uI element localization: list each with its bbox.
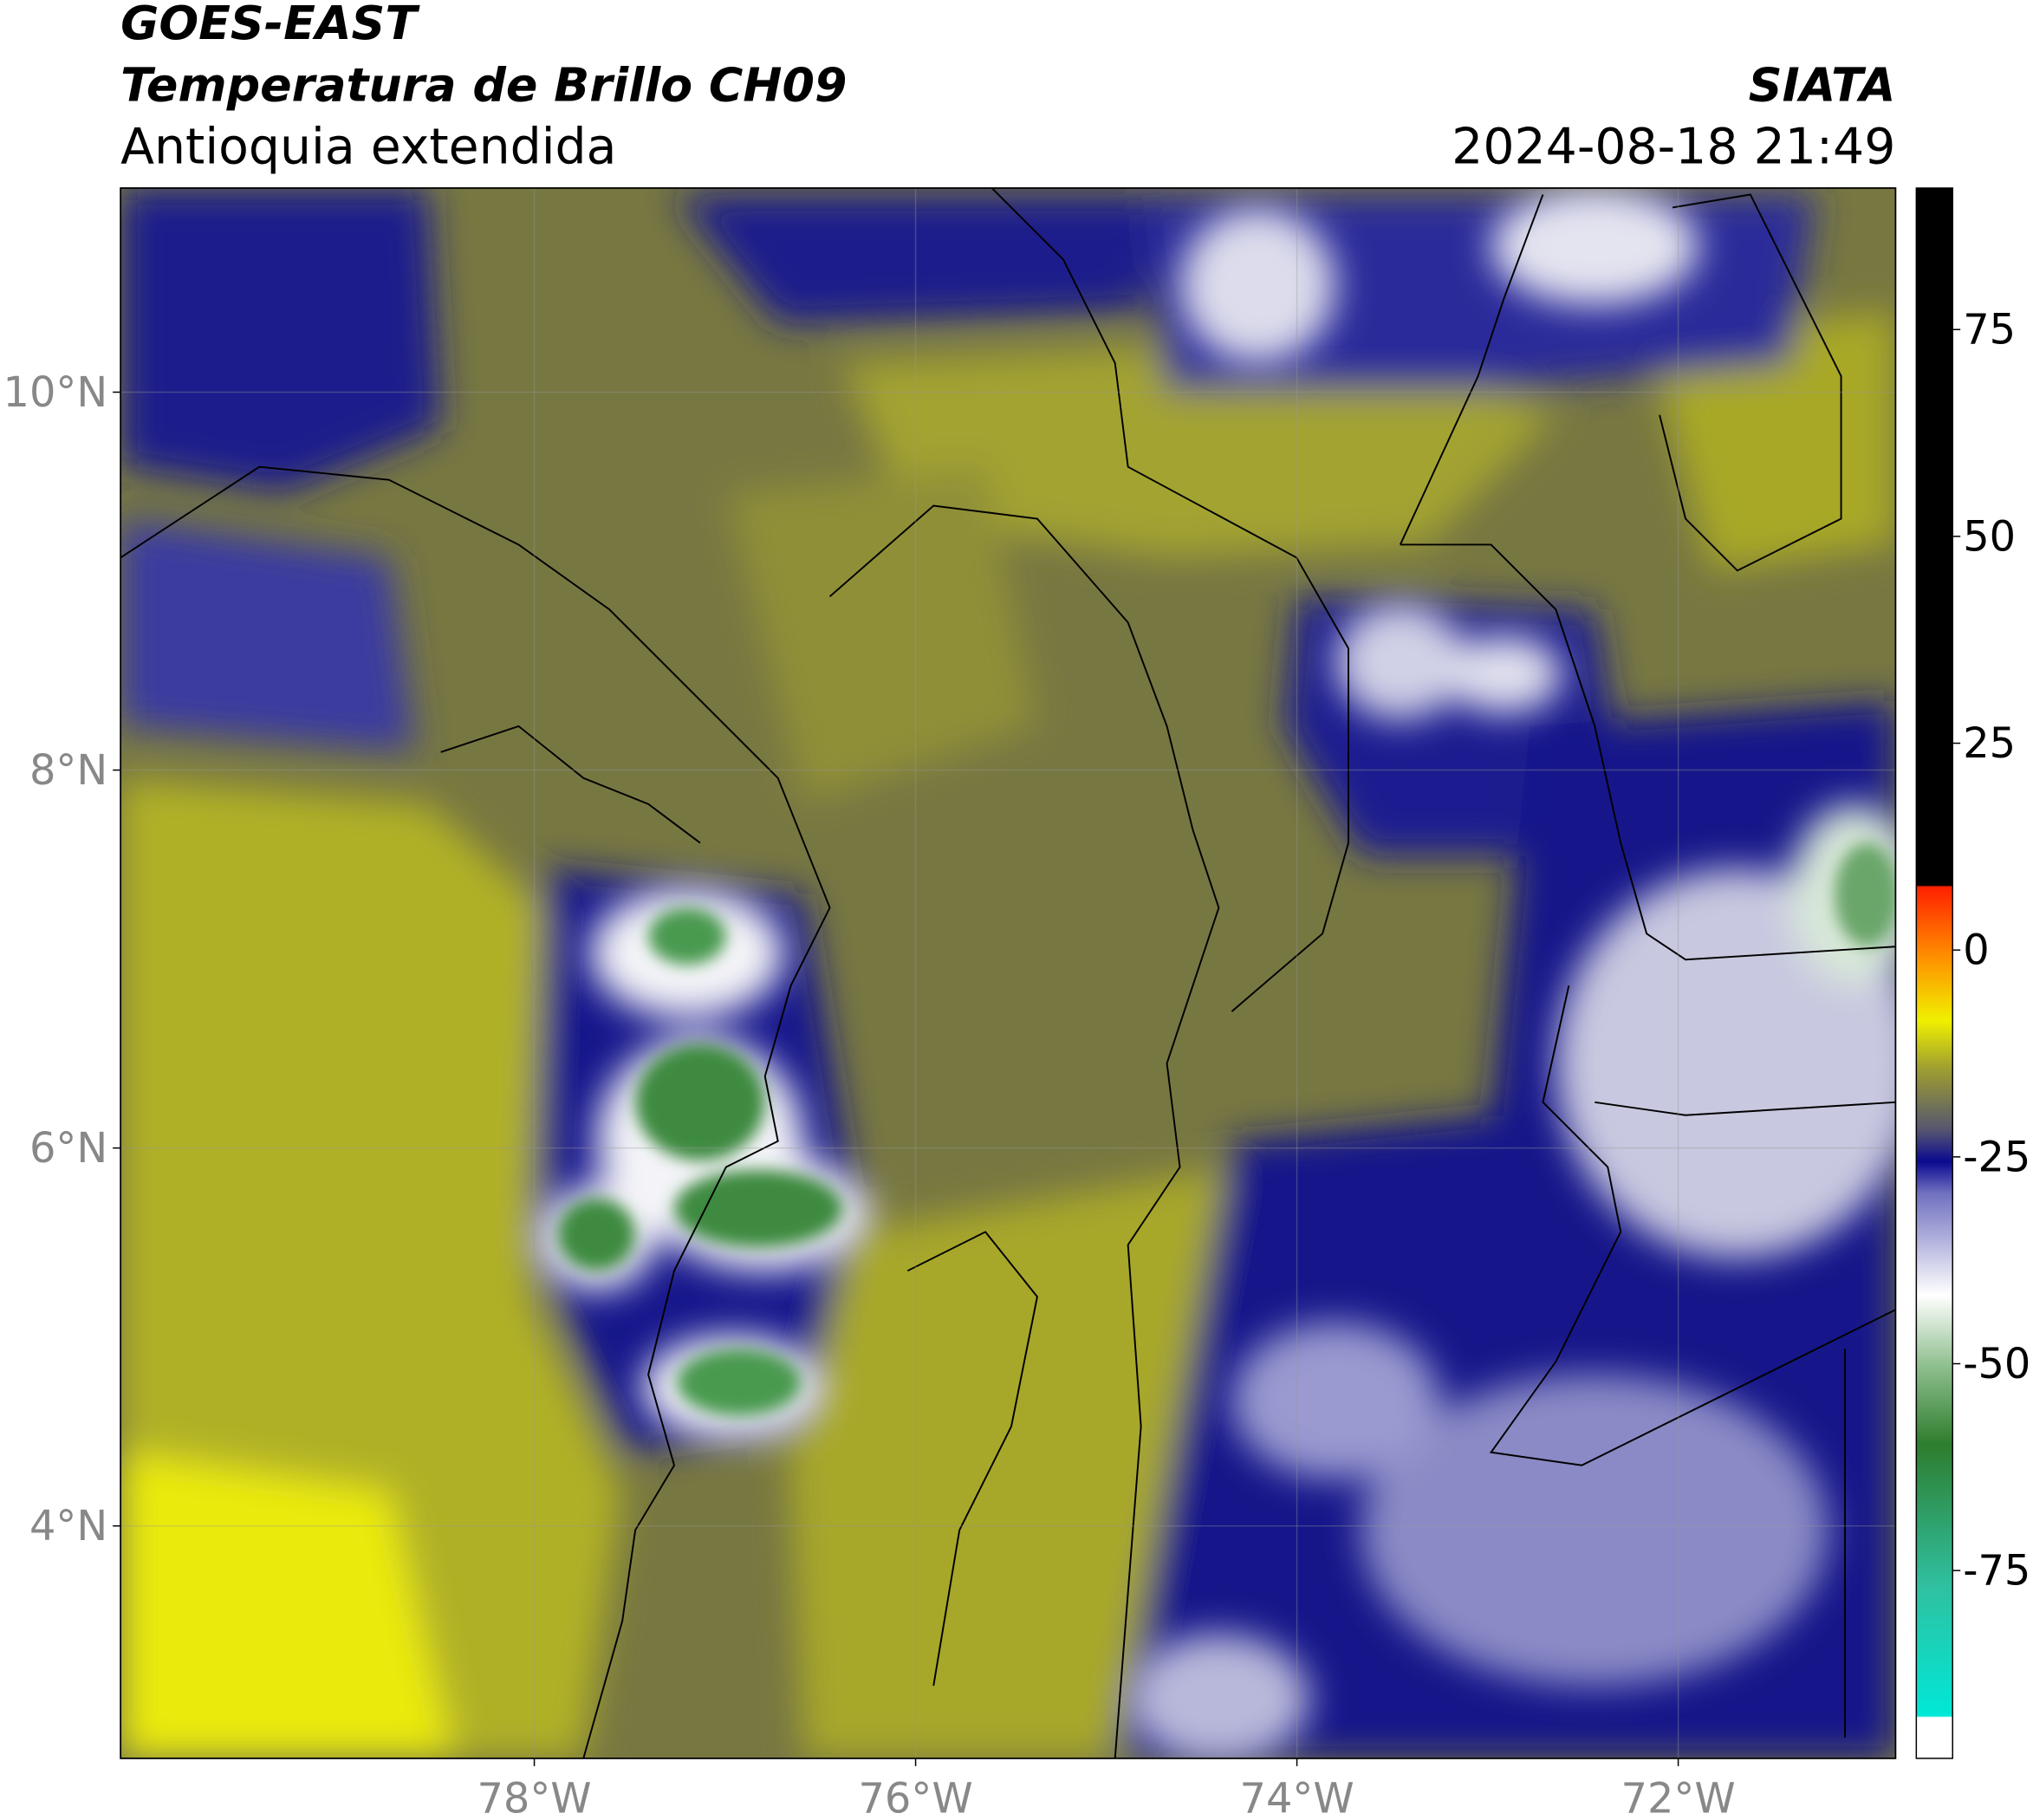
- colorbar-tick-label: -75: [1963, 1548, 2030, 1596]
- y-tick-label: 8°N: [29, 747, 107, 795]
- colorbar-tick-label: -25: [1963, 1134, 2030, 1181]
- colorbar-tick-label: -50: [1963, 1341, 2030, 1388]
- x-tick-label: 76°W: [858, 1776, 972, 1820]
- chart-title: Temperatura de Brillo CH09: [120, 58, 847, 113]
- grid: [120, 188, 1896, 1758]
- x-tick-label: 74°W: [1240, 1776, 1354, 1820]
- x-tick-label: 72°W: [1621, 1776, 1736, 1820]
- y-tick-label: 4°N: [29, 1503, 107, 1550]
- source-title: GOES-EAST: [120, 0, 420, 50]
- datetime: 2024-08-18 21:49: [1452, 119, 1895, 176]
- y-tick-label: 6°N: [29, 1125, 107, 1173]
- colorbar: [1915, 187, 1953, 1759]
- colorbar-tick-label: 25: [1963, 720, 2016, 768]
- y-tick-label: 10°N: [3, 369, 108, 417]
- satellite-image: [120, 188, 1896, 1758]
- map-frame: [120, 187, 1897, 1759]
- colorbar-tick-label: 50: [1963, 513, 2016, 561]
- colorbar-tick-label: 0: [1963, 927, 1989, 975]
- x-tick-label: 78°W: [477, 1776, 591, 1820]
- agency: SIATA: [1749, 58, 1896, 113]
- region-subtitle: Antioquia extendida: [120, 119, 616, 176]
- colorbar-tick-label: 75: [1963, 307, 2016, 354]
